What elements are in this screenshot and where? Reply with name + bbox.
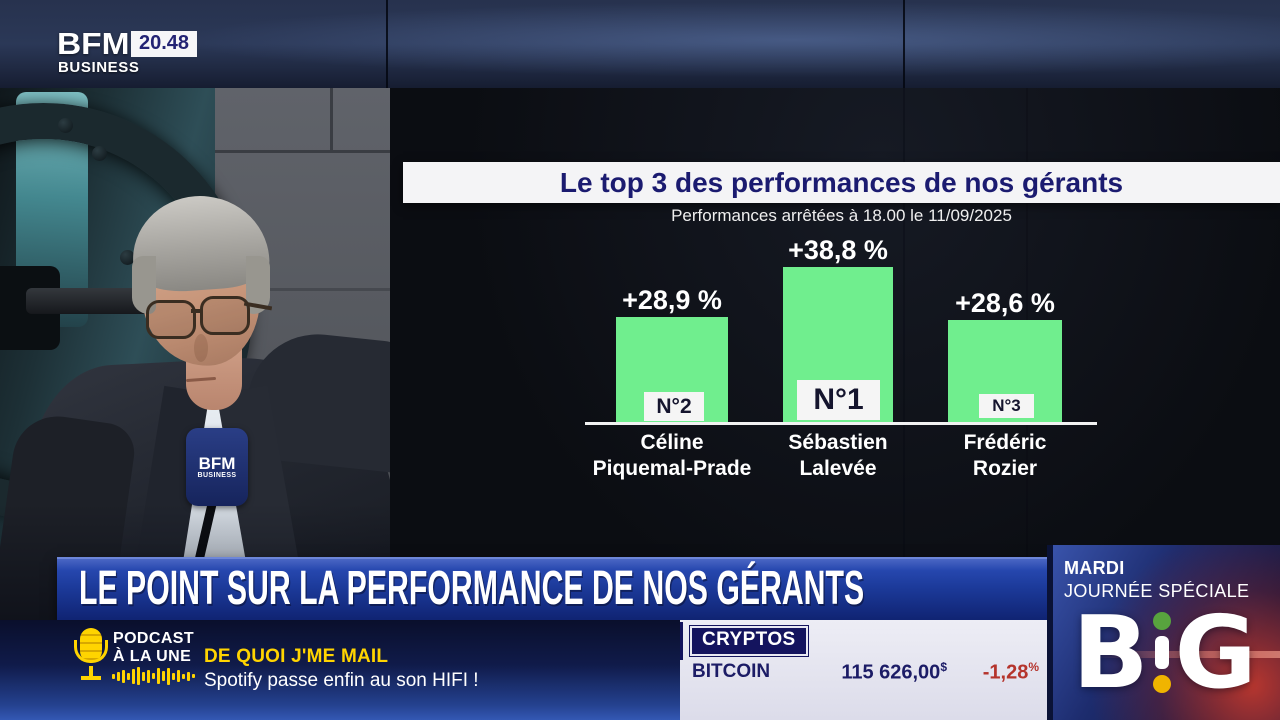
- crypto-price: 115 626,00$: [841, 660, 947, 685]
- yellow-dot-icon: [1152, 675, 1171, 693]
- photo-vignette: [0, 88, 390, 620]
- manager-name: Sébastien Lalevée: [758, 430, 918, 482]
- crypto-panel: CRYPTOS BITCOIN 115 626,00$ -1,28%: [680, 620, 1047, 720]
- bar-value-label: +28,6 %: [955, 288, 1055, 318]
- podcast-show-title: DE QUOI J'ME MAIL: [204, 646, 389, 667]
- crypto-change: -1,28%: [983, 660, 1039, 685]
- big-logo: B G: [1057, 594, 1272, 711]
- bar-value-label: +38,8 %: [788, 235, 888, 265]
- glasses-bridge: [191, 309, 203, 313]
- special-label: JOURNÉE SPÉCIALE: [1064, 581, 1250, 601]
- wall-groove: [330, 88, 333, 153]
- podcast-mic-icon: [73, 628, 109, 692]
- big-logo-b: B: [1072, 594, 1149, 711]
- wall-groove: [215, 150, 390, 153]
- waveform-icon: [112, 666, 204, 686]
- glasses-lens: [146, 300, 196, 339]
- clock: 20.48: [131, 31, 198, 57]
- percent-symbol: %: [1028, 660, 1039, 674]
- vault-bolt: [92, 146, 107, 161]
- nose-shadow: [194, 334, 208, 362]
- special-day-block: MARDI JOURNÉE SPÉCIALE B G: [1047, 545, 1280, 720]
- chart-subtitle: Performances arrêtées à 18.00 le 11/09/2…: [671, 206, 1012, 225]
- podcast-headline: Spotify passe enfin au son HIFI !: [204, 670, 479, 691]
- rank-badge: N°1: [797, 380, 880, 420]
- studio-top-band: [0, 0, 1280, 88]
- headline-banner: LE POINT SUR LA PERFORMANCE DE NOS GÉRAN…: [57, 557, 1047, 622]
- podcast-strip: PODCAST À LA UNE DE QUOI J'ME MAIL Spoti…: [0, 620, 680, 720]
- block-edge: [1047, 545, 1053, 720]
- mic-base: [81, 676, 101, 680]
- bfm-microphone: BFM BUSINESS: [186, 428, 248, 506]
- videowall-seam: [903, 0, 905, 88]
- manager-name-line2: Lalevée: [799, 457, 877, 480]
- mic-stem: [89, 666, 93, 676]
- chart-title-banner: Le top 3 des performances de nos gérants: [403, 162, 1280, 203]
- lens-flare: [1087, 651, 1280, 658]
- manager-name: Frédéric Rozier: [925, 430, 1085, 482]
- crypto-asset-name: BITCOIN: [692, 661, 771, 682]
- green-dot-icon: [1152, 612, 1171, 630]
- vault-bolt: [58, 118, 73, 133]
- studio-photo: BFM BUSINESS: [0, 88, 390, 620]
- videowall-seam: [903, 88, 905, 557]
- bar-value-label: +28,9 %: [622, 285, 722, 315]
- podcast-kicker-line2: À LA UNE: [113, 648, 192, 665]
- wall-groove: [240, 288, 390, 291]
- crypto-accent-bar: [680, 622, 683, 660]
- manager-name-line1: Céline: [640, 431, 704, 454]
- crypto-change-value: -1,28: [982, 661, 1029, 684]
- i-bar: [1154, 636, 1169, 669]
- mic-holder: [74, 640, 108, 663]
- chart-title: Le top 3 des performances de nos gérants: [559, 166, 1124, 198]
- channel-logo-business: BUSINESS: [58, 59, 140, 76]
- crypto-price-value: 115 626,00: [841, 661, 941, 684]
- manager-name-line2: Piquemal-Prade: [592, 457, 752, 480]
- chart-axis-line: [585, 422, 1097, 425]
- vault-bolt: [120, 250, 135, 265]
- headline-text: LE POINT SUR LA PERFORMANCE DE NOS GÉRAN…: [79, 562, 865, 615]
- videowall-seam: [386, 0, 388, 88]
- currency-symbol: $: [940, 660, 947, 674]
- big-logo-i: [1152, 611, 1172, 695]
- crypto-section-label: CRYPTOS: [692, 628, 806, 654]
- channel-logo-bfm: BFM: [57, 26, 130, 61]
- rank-badge: N°3: [979, 394, 1034, 418]
- mic-logo-business: BUSINESS: [198, 472, 237, 479]
- manager-name-line2: Rozier: [972, 457, 1038, 480]
- manager-name-line1: Sébastien: [788, 431, 888, 454]
- rank-badge: N°2: [644, 392, 704, 421]
- glasses-lens: [200, 296, 250, 335]
- manager-name: Céline Piquemal-Prade: [592, 430, 752, 482]
- big-logo-g: G: [1174, 594, 1257, 711]
- mic-logo-bfm: BFM: [199, 455, 236, 472]
- special-day: MARDI: [1064, 558, 1125, 578]
- podcast-kicker-line1: PODCAST: [113, 630, 195, 647]
- manager-name-line1: Frédéric: [963, 431, 1047, 454]
